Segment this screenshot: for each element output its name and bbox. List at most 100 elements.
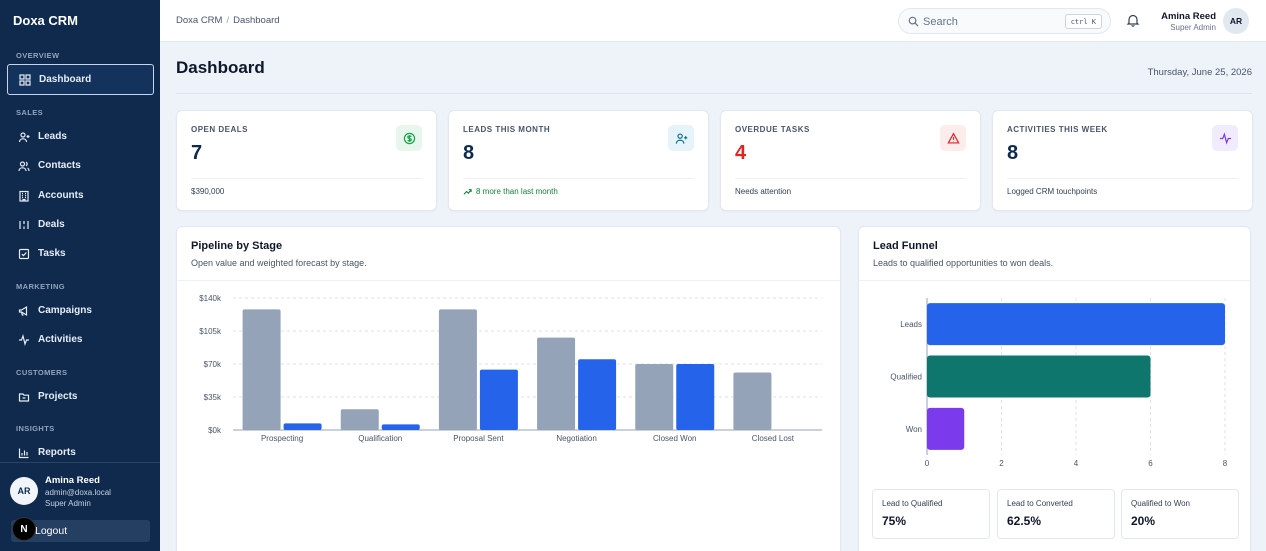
bar — [283, 423, 322, 430]
section-sales: SALES — [16, 108, 44, 117]
x-tick-label: 0 — [925, 459, 930, 468]
stat-label: OPEN DEALS — [191, 125, 249, 134]
check-square-icon — [18, 248, 30, 260]
sidebar-user-name: Amina Reed — [45, 475, 100, 486]
topbar: Doxa CRM/Dashboard ctrl K Amina Reed Sup… — [160, 0, 1266, 42]
stat-card-overdue-tasks[interactable]: OVERDUE TASKS 4 Needs attention — [720, 110, 981, 211]
stat-divider — [191, 178, 422, 179]
bar — [479, 369, 518, 430]
bar — [733, 372, 772, 430]
activity-icon — [1212, 125, 1238, 151]
panel-divider — [859, 280, 1250, 281]
sidebar-item-reports[interactable]: Reports — [7, 437, 154, 468]
sidebar-item-deals[interactable]: Deals — [7, 209, 154, 240]
trend-up-icon — [463, 189, 472, 195]
next-badge-icon[interactable]: N — [12, 517, 36, 541]
sidebar-item-label: Dashboard — [39, 74, 92, 85]
header-divider — [176, 93, 1252, 94]
sidebar-item-activities[interactable]: Activities — [7, 324, 154, 355]
sidebar-item-contacts[interactable]: Contacts — [7, 150, 154, 181]
conversion-card: Lead to Qualified 75% — [872, 489, 990, 539]
stat-footer: Logged CRM touchpoints — [1007, 187, 1098, 196]
sidebar-item-leads[interactable]: Leads — [7, 121, 154, 152]
x-tick-label: 6 — [1148, 459, 1153, 468]
bar — [537, 337, 576, 430]
search-input[interactable] — [923, 13, 1053, 30]
panel-title: Pipeline by Stage — [191, 240, 283, 252]
logout-button[interactable]: Logout — [11, 520, 150, 542]
y-tick-label: Won — [906, 425, 922, 434]
stat-card-open-deals[interactable]: OPEN DEALS 7 $390,000 — [176, 110, 437, 211]
stat-value: 8 — [1007, 142, 1019, 164]
stat-value: 7 — [191, 142, 203, 164]
pipeline-panel: Pipeline by Stage Open value and weighte… — [176, 226, 841, 551]
topbar-user-role: Super Admin — [1170, 23, 1216, 32]
section-marketing: MARKETING — [16, 282, 66, 291]
breadcrumb-root[interactable]: Doxa CRM — [176, 15, 223, 26]
sidebar-item-label: Activities — [38, 334, 83, 345]
conversion-value: 20% — [1131, 514, 1156, 528]
y-tick-label: $0k — [208, 426, 222, 435]
app-brand[interactable]: Doxa CRM — [13, 13, 79, 28]
alert-triangle-icon — [940, 125, 966, 151]
bar — [676, 364, 715, 430]
bell-icon[interactable] — [1126, 13, 1140, 27]
section-customers: CUSTOMERS — [16, 368, 68, 377]
topbar-user-name: Amina Reed — [1161, 11, 1216, 22]
sidebar-item-dashboard[interactable]: Dashboard — [7, 64, 154, 95]
stat-label: OVERDUE TASKS — [735, 125, 810, 134]
sidebar-item-projects[interactable]: Projects — [7, 381, 154, 412]
avatar[interactable]: AR — [1223, 8, 1249, 34]
sidebar-user-role: Super Admin — [45, 499, 91, 508]
sidebar-divider — [0, 462, 160, 463]
page-title: Dashboard — [176, 58, 265, 77]
panel-divider — [177, 280, 840, 281]
bar — [927, 407, 965, 450]
stat-card-leads-this-month[interactable]: LEADS THIS MONTH 8 8 more than last mont… — [448, 110, 709, 211]
conversion-card: Lead to Converted 62.5% — [997, 489, 1115, 539]
section-insights: INSIGHTS — [16, 424, 55, 433]
y-tick-label: Leads — [900, 320, 922, 329]
x-tick-label: Closed Lost — [752, 434, 795, 443]
bar — [927, 303, 1225, 346]
users-icon — [18, 160, 30, 172]
sidebar-item-label: Accounts — [38, 190, 84, 201]
user-plus-icon — [668, 125, 694, 151]
panel-title: Lead Funnel — [873, 240, 938, 252]
section-overview: OVERVIEW — [16, 51, 60, 60]
bar — [381, 424, 420, 430]
stat-divider — [463, 178, 694, 179]
dollar-icon — [396, 125, 422, 151]
sidebar-item-label: Leads — [38, 131, 67, 142]
x-tick-label: 8 — [1223, 459, 1228, 468]
x-tick-label: Negotiation — [556, 434, 596, 443]
conversion-label: Lead to Qualified — [882, 499, 943, 508]
search-shortcut: ctrl K — [1064, 14, 1102, 29]
bar — [635, 364, 674, 430]
building-icon — [18, 190, 30, 202]
stat-footer: $390,000 — [191, 187, 225, 196]
sidebar-item-label: Reports — [38, 447, 76, 458]
conversion-value: 62.5% — [1007, 514, 1042, 528]
panel-subtitle: Leads to qualified opportunities to won … — [873, 258, 1054, 268]
sidebar-user-email: admin@doxa.local — [45, 488, 111, 497]
x-tick-label: Qualification — [358, 434, 402, 443]
avatar[interactable]: AR — [10, 477, 38, 505]
funnel-panel: Lead Funnel Leads to qualified opportuni… — [858, 226, 1251, 551]
sidebar-item-tasks[interactable]: Tasks — [7, 238, 154, 269]
breadcrumb-separator: / — [226, 15, 230, 26]
stat-card-activities-this-week[interactable]: ACTIVITIES THIS WEEK 8 Logged CRM touchp… — [992, 110, 1253, 211]
sidebar-item-campaigns[interactable]: Campaigns — [7, 295, 154, 326]
breadcrumb-current: Dashboard — [233, 15, 280, 26]
stat-footer-text: 8 more than last month — [476, 187, 558, 196]
search-box[interactable]: ctrl K — [898, 8, 1111, 34]
deals-icon — [18, 219, 30, 231]
bar — [927, 355, 1151, 398]
sidebar-item-label: Projects — [38, 391, 78, 402]
sidebar-item-label: Contacts — [38, 160, 81, 171]
x-tick-label: Prospecting — [261, 434, 303, 443]
y-tick-label: $140k — [199, 294, 222, 303]
folder-icon — [18, 391, 30, 403]
grid-icon — [19, 73, 31, 86]
sidebar-item-accounts[interactable]: Accounts — [7, 180, 154, 211]
